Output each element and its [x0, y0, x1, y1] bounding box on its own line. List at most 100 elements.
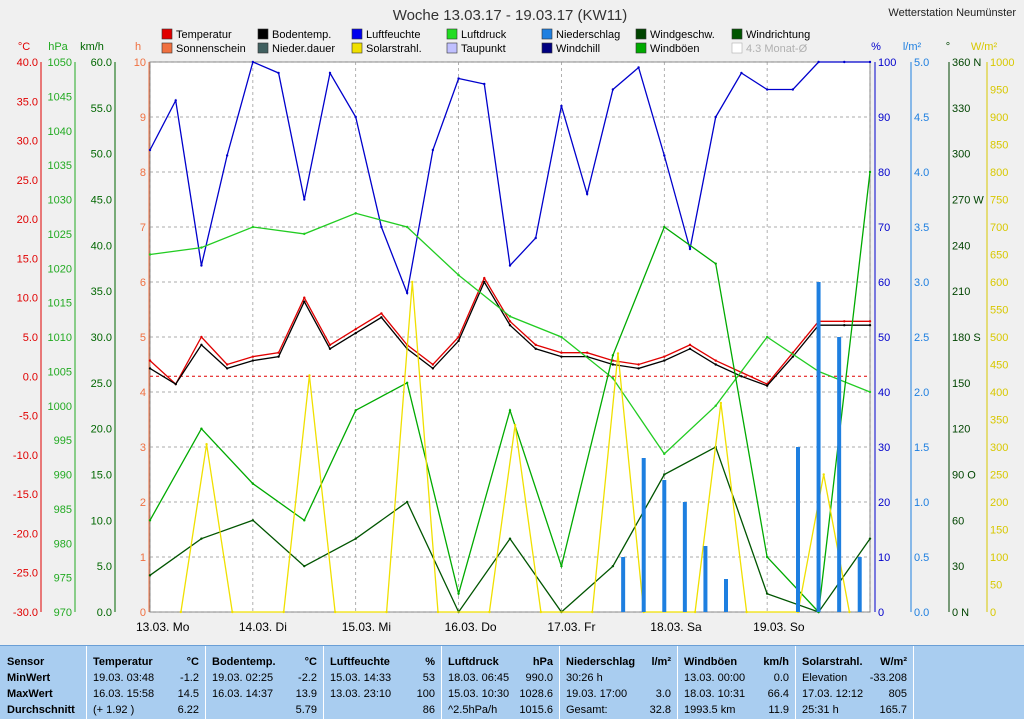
series-point: [148, 359, 152, 362]
legend-label: Solarstrahl.: [366, 43, 422, 55]
axis-tick-deg: 300: [952, 149, 970, 161]
series-point: [436, 610, 440, 614]
axis-tick-kmh: 25.0: [91, 378, 112, 390]
day-label: 16.03. Do: [445, 620, 497, 634]
cell-value: 13.9: [295, 688, 317, 700]
series-point: [380, 316, 383, 319]
series-point: [508, 315, 512, 318]
axis-tick-h: 4: [140, 387, 146, 399]
legend-label: 4.3 Monat-Ø: [746, 43, 808, 55]
series-point: [483, 82, 486, 86]
legend-swatch: [446, 42, 458, 54]
series-point: [354, 212, 357, 215]
axis-tick-deg: 30: [952, 561, 964, 573]
axis-tick-hpa: 985: [54, 504, 72, 516]
series-point: [765, 335, 769, 339]
axis-tick-lm2: 4.5: [914, 112, 929, 124]
axis-tick-temp: -15.0: [13, 489, 38, 501]
series-point: [385, 610, 388, 614]
day-label: 14.03. Di: [239, 620, 287, 634]
series-point: [303, 519, 306, 522]
axis-tick-temp: 35.0: [17, 96, 38, 108]
series-point: [585, 192, 589, 196]
series-point: [534, 343, 537, 347]
series-point: [200, 246, 203, 249]
series-point: [303, 300, 306, 303]
series-point: [508, 409, 512, 412]
axis-tick-h: 2: [140, 497, 146, 509]
series-point: [539, 610, 543, 614]
series-point: [303, 564, 306, 568]
axis-tick-lm2: 2.5: [914, 332, 929, 344]
series-point: [508, 320, 512, 323]
precip-bar: [662, 480, 667, 612]
data-marks: [148, 60, 872, 614]
axis-tick-temp: 30.0: [17, 136, 38, 148]
axis-tick-deg: 120: [952, 424, 970, 436]
stats-column-boeen: Windböen km/h 13.03. 00:00 0.0 18.03. 10:31 6…: [677, 646, 796, 719]
cell-value: 1015.6: [519, 704, 553, 716]
stats-column-druck: Luftdruck hPa 18.03. 06:45 990.0 15.03. 10:3…: [441, 646, 560, 719]
axis-tick-wm2: 900: [990, 112, 1008, 124]
legend-label: Temperatur: [176, 29, 232, 41]
stats-filler: [913, 646, 1024, 719]
series-point: [560, 355, 563, 358]
series-point: [513, 423, 517, 427]
series-point: [328, 343, 332, 347]
cell-value: -33.208: [869, 672, 907, 684]
series-point: [714, 359, 717, 362]
series-point: [251, 225, 255, 229]
series-point: [328, 347, 332, 350]
axis-unit-pct: %: [871, 41, 881, 53]
series-point: [817, 60, 820, 64]
axis-tick-deg: 90 O: [952, 470, 976, 482]
axis-tick-kmh: 35.0: [91, 286, 112, 298]
series-point: [488, 610, 491, 614]
axis-tick-lm2: 2.0: [914, 387, 929, 399]
series-point: [714, 404, 717, 407]
station-name: Wetterstation Neumünster: [888, 7, 1016, 19]
series-point: [225, 367, 229, 370]
cell-detail: Gesamt:: [566, 704, 608, 716]
cell-value: 0.0: [773, 672, 789, 684]
legend-label: Niederschlag: [556, 29, 620, 41]
axis-tick-hpa: 1025: [48, 229, 72, 241]
column-header: Luftdruck: [448, 656, 499, 668]
day-label: 15.03. Mi: [342, 620, 391, 634]
axis-tick-hpa: 1045: [48, 91, 72, 103]
cell-value: -1.2: [180, 672, 199, 684]
axis-tick-wm2: 700: [990, 222, 1008, 234]
axis-tick-kmh: 0.0: [97, 607, 112, 619]
legend-swatch: [351, 42, 363, 54]
legend-label: Sonnenschein: [176, 43, 246, 55]
legend-label: Windböen: [650, 43, 700, 55]
series-point: [868, 320, 872, 323]
axis-tick-wm2: 650: [990, 250, 1008, 262]
series-point: [611, 564, 615, 568]
series-point: [688, 347, 692, 350]
axis-tick-kmh: 40.0: [91, 240, 112, 252]
series-point: [457, 592, 460, 595]
axis-tick-wm2: 600: [990, 277, 1008, 289]
legend-label: Nieder.dauer: [272, 43, 335, 55]
series-point: [822, 473, 825, 476]
series-point: [148, 148, 152, 152]
cell-detail: (+ 1.92 ): [93, 704, 135, 716]
precip-bar: [816, 282, 821, 612]
cell-value: 1028.6: [519, 688, 553, 700]
series-point: [277, 71, 280, 75]
series-point: [225, 363, 229, 366]
axis-tick-hpa: 980: [54, 538, 72, 550]
series-point: [174, 99, 177, 102]
precip-bar: [703, 546, 708, 612]
legend-label: Bodentemp.: [272, 29, 331, 41]
axis-tick-h: 5: [140, 332, 146, 344]
axis-tick-temp: 10.0: [17, 293, 38, 305]
axis-tick-temp: -10.0: [13, 450, 38, 462]
axis-tick-deg: 0 N: [952, 607, 969, 619]
column-header: Luftfeuchte: [330, 656, 390, 668]
axis-tick-wm2: 800: [990, 167, 1008, 179]
legend-swatch: [161, 42, 173, 54]
axis-tick-deg: 180 S: [952, 332, 981, 344]
legend: Temperatur Bodentemp. Luftfeuchte Luftdruck…: [161, 28, 810, 55]
